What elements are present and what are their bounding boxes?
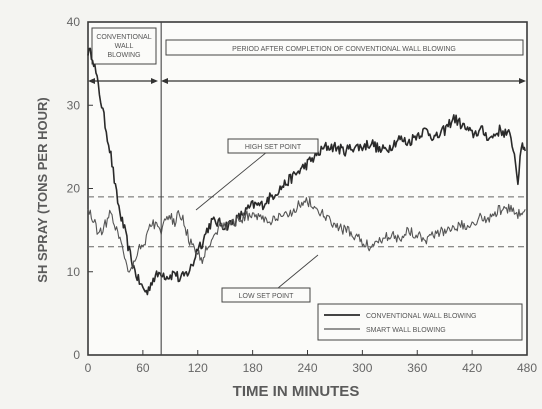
period-after-box bbox=[165, 39, 524, 56]
high-setpoint-leader bbox=[195, 146, 274, 211]
y-axis-label: SH SPRAY (TONS PER HOUR) bbox=[35, 97, 50, 282]
legend-box bbox=[317, 303, 523, 341]
high-setpoint-label: HIGH SET POINT bbox=[245, 144, 302, 151]
x-tick-label: 240 bbox=[297, 361, 317, 375]
x-tick-label: 120 bbox=[188, 361, 208, 375]
y-tick-label: 0 bbox=[73, 348, 80, 362]
y-tick-label: 10 bbox=[67, 265, 81, 279]
x-axis-label: TIME IN MINUTES bbox=[233, 383, 360, 400]
period-after-label: PERIOD AFTER COMPLETION OF CONVENTIONAL … bbox=[232, 46, 456, 53]
legend-label-smart: SMART WALL BLOWING bbox=[366, 327, 446, 334]
period-after-arrow-head-left bbox=[161, 78, 168, 84]
x-tick-label: 300 bbox=[352, 361, 372, 375]
conventional-period-line-3: BLOWING bbox=[107, 52, 140, 59]
low-setpoint-box bbox=[221, 287, 311, 303]
x-tick-label: 480 bbox=[517, 361, 537, 375]
x-tick-label: 60 bbox=[136, 361, 150, 375]
conventional-arrow-head-left bbox=[88, 78, 95, 84]
x-tick-label: 420 bbox=[462, 361, 482, 375]
conventional-period-box bbox=[91, 27, 157, 65]
x-tick-label: 0 bbox=[85, 361, 92, 375]
y-tick-label: 30 bbox=[67, 98, 81, 112]
low-setpoint-label: LOW SET POINT bbox=[239, 293, 294, 300]
conventional-period-line-2: WALL bbox=[115, 43, 134, 50]
period-after-arrow-head-right bbox=[519, 78, 526, 84]
axis-ticks: 0 60 120 180 240 300 360 420 480 0 10 20 30 40 bbox=[67, 15, 538, 375]
conventional-arrow-head-right bbox=[151, 78, 158, 84]
legend-label-conventional: CONVENTIONAL WALL BLOWING bbox=[366, 313, 476, 320]
y-tick-label: 40 bbox=[67, 15, 81, 29]
setpoint-labels: HIGH SET POINT LOW SET POINT bbox=[195, 138, 319, 303]
period-annotations: CONVENTIONAL WALL BLOWING PERIOD AFTER C… bbox=[88, 27, 526, 84]
legend: CONVENTIONAL WALL BLOWING SMART WALL BLO… bbox=[317, 303, 523, 341]
x-tick-label: 360 bbox=[407, 361, 427, 375]
y-tick-label: 20 bbox=[67, 182, 81, 196]
high-setpoint-box bbox=[227, 138, 319, 154]
conventional-period-line-1: CONVENTIONAL bbox=[96, 34, 151, 41]
x-tick-label: 180 bbox=[243, 361, 263, 375]
low-setpoint-leader bbox=[271, 254, 319, 294]
